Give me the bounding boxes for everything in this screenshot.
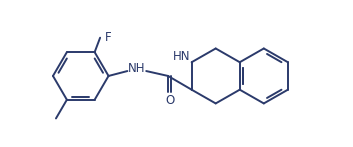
Text: O: O bbox=[165, 94, 174, 107]
Text: NH: NH bbox=[127, 62, 145, 75]
Text: HN: HN bbox=[173, 50, 190, 63]
Text: F: F bbox=[105, 31, 112, 44]
